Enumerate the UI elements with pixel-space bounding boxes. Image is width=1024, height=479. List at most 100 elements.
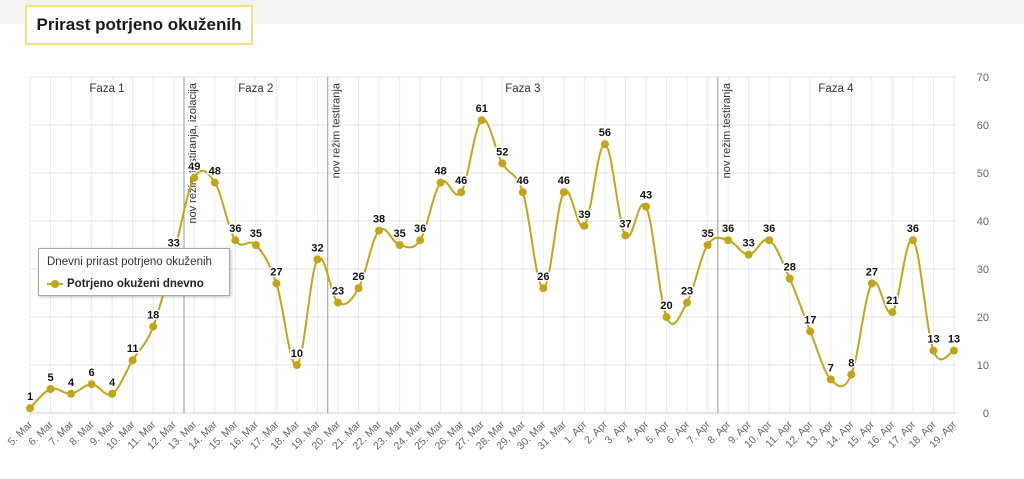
plot-line-label: nov režim testiranja, izolacija: [187, 82, 199, 223]
data-label: 37: [619, 218, 631, 230]
data-label: 32: [311, 242, 323, 254]
y-tick-label: 0: [983, 408, 989, 420]
data-point: [580, 221, 589, 230]
data-point: [744, 250, 753, 259]
plot-line-label: nov režim testiranja: [331, 82, 343, 178]
data-point: [46, 385, 55, 393]
data-point: [26, 404, 34, 413]
data-point: [867, 279, 876, 288]
data-label: 8: [848, 358, 854, 370]
data-point: [190, 173, 199, 182]
data-point: [559, 188, 568, 197]
data-label: 36: [229, 223, 241, 235]
y-tick-label: 10: [977, 360, 989, 372]
data-label: 52: [496, 146, 508, 158]
data-label: 10: [291, 348, 303, 360]
data-label: 39: [578, 209, 590, 221]
data-point: [477, 116, 486, 125]
y-tick-label: 40: [977, 216, 989, 228]
data-point: [950, 346, 958, 355]
data-label: 43: [640, 190, 652, 202]
data-point: [292, 361, 301, 369]
data-label: 36: [907, 223, 919, 235]
y-tick-label: 60: [977, 120, 989, 132]
data-point: [703, 241, 712, 249]
data-label: 21: [886, 295, 898, 307]
phase-label: Faza 2: [238, 83, 273, 95]
data-label: 46: [455, 175, 467, 187]
data-label: 49: [188, 161, 200, 173]
data-label: 20: [660, 300, 672, 312]
data-label: 27: [270, 266, 282, 278]
data-point: [149, 322, 158, 331]
plot-line-label: nov režim testiranja: [721, 82, 733, 178]
data-label: 48: [209, 166, 221, 178]
data-label: 33: [743, 238, 755, 250]
data-label: 61: [476, 103, 488, 115]
data-point: [334, 298, 342, 307]
data-label: 7: [828, 362, 834, 374]
phase-label: Faza 1: [89, 83, 124, 95]
data-point: [416, 236, 425, 245]
data-point: [806, 327, 815, 336]
data-label: 35: [393, 228, 405, 240]
y-tick-label: 70: [977, 72, 989, 84]
data-point: [313, 255, 322, 264]
data-label: 4: [109, 377, 116, 389]
y-tick-label: 30: [977, 264, 989, 276]
data-label: 38: [373, 214, 385, 226]
plot-lines: nov režim testiranja, izolacija nov režim…: [183, 77, 733, 413]
data-label: 23: [332, 286, 344, 298]
data-point: [929, 346, 938, 355]
data-point: [272, 279, 281, 288]
legend-item-label: Potrjeno okuženi dnevno: [67, 278, 204, 290]
data-point: [888, 308, 897, 317]
data-point: [498, 159, 507, 168]
data-point: [539, 284, 548, 293]
data-label: 27: [866, 266, 878, 278]
data-label: 13: [927, 334, 939, 346]
data-point: [354, 284, 363, 293]
data-point: [231, 236, 240, 245]
data-point: [251, 241, 260, 249]
data-label: 35: [250, 228, 262, 240]
legend-series-marker-icon: [47, 279, 63, 289]
legend: Dnevni prirast potrjeno okuženih Potrjen…: [38, 248, 230, 296]
data-label: 33: [168, 238, 180, 250]
data-point: [642, 202, 650, 211]
data-point: [785, 274, 794, 283]
data-label: 23: [681, 286, 693, 298]
data-label: 36: [722, 223, 734, 235]
data-label: 4: [68, 377, 75, 389]
data-label: 11: [127, 343, 139, 355]
series-layer: [26, 116, 958, 413]
data-point: [375, 226, 384, 235]
data-label: 18: [147, 310, 159, 322]
data-label: 46: [558, 175, 570, 187]
data-label: 28: [784, 262, 796, 274]
data-point: [724, 236, 733, 245]
data-label: 1: [27, 391, 33, 403]
legend-item[interactable]: Potrjeno okuženi dnevno: [47, 277, 204, 291]
data-label: 56: [599, 127, 611, 139]
y-tick-label: 50: [977, 168, 989, 180]
data-label: 17: [804, 314, 816, 326]
legend-title: Dnevni prirast potrjeno okuženih: [47, 256, 212, 268]
data-label: 6: [89, 367, 95, 379]
data-point: [436, 178, 445, 187]
data-point: [87, 380, 96, 389]
phase-label: Faza 3: [505, 83, 540, 95]
data-label: 13: [948, 334, 960, 346]
data-label: 5: [47, 372, 53, 384]
data-point: [67, 389, 76, 398]
data-point: [683, 298, 692, 307]
data-point: [826, 375, 835, 384]
chart-title: Prirast potrjeno okuženih: [36, 15, 242, 34]
data-point: [600, 140, 609, 149]
data-label: 36: [414, 223, 426, 235]
data-point: [457, 188, 466, 197]
